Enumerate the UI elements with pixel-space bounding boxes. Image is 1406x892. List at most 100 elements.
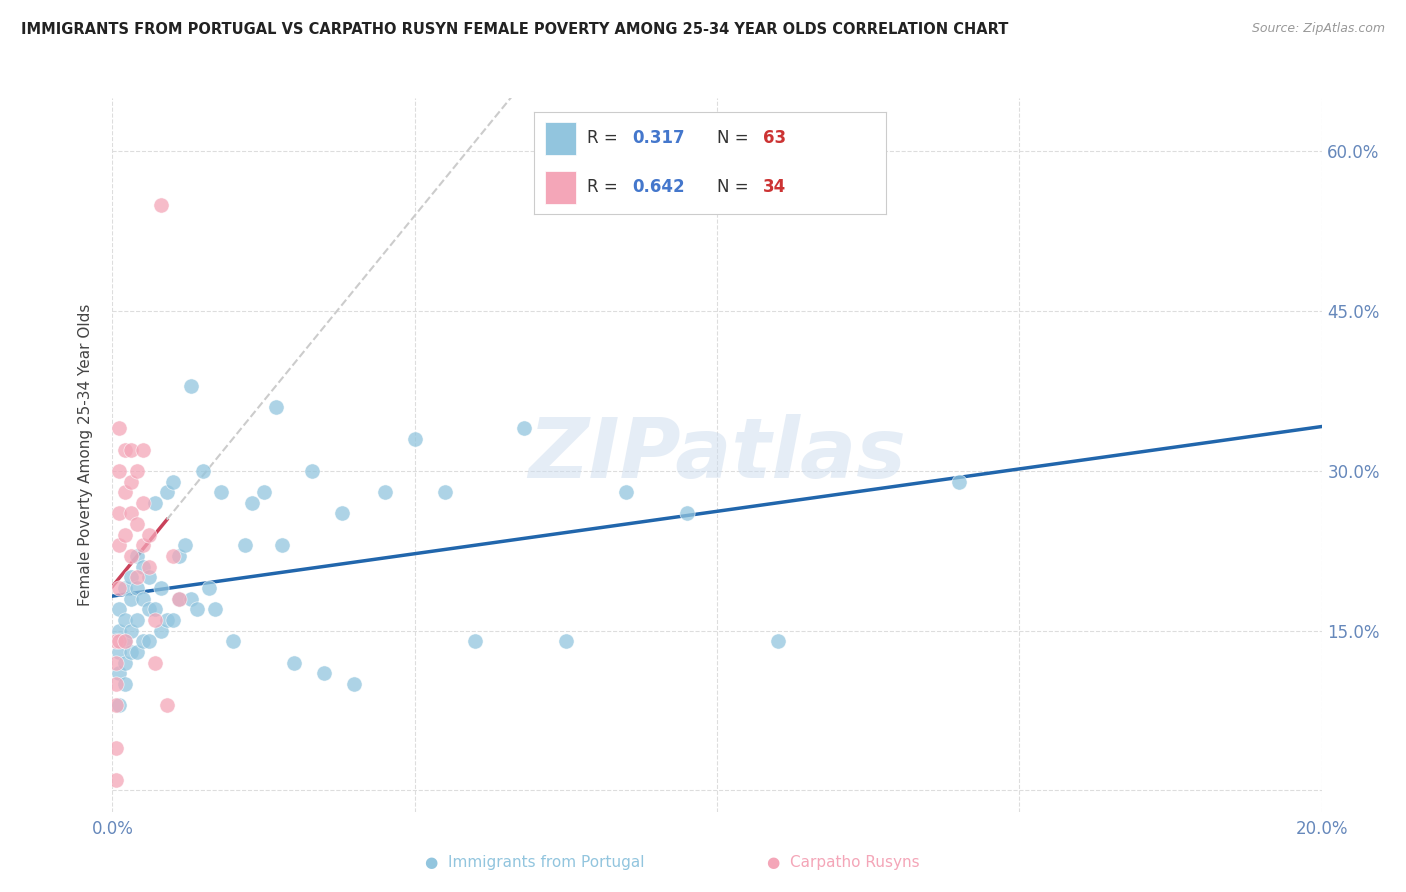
Point <box>143 613 166 627</box>
Point <box>107 538 129 552</box>
Point <box>114 634 136 648</box>
Point <box>120 507 142 521</box>
Point <box>120 591 142 606</box>
Point <box>114 613 136 627</box>
Point <box>162 475 184 489</box>
Point <box>104 772 127 787</box>
Point <box>114 581 136 595</box>
Point <box>120 570 142 584</box>
Point <box>948 475 970 489</box>
Point <box>156 485 179 500</box>
Point <box>107 581 129 595</box>
Point <box>138 528 160 542</box>
Point <box>143 656 166 670</box>
Point <box>675 507 697 521</box>
Point <box>104 677 127 691</box>
Point <box>270 538 292 552</box>
Point <box>104 740 127 755</box>
Point <box>240 496 263 510</box>
Point <box>464 634 486 648</box>
Point <box>114 634 136 648</box>
Point <box>120 475 142 489</box>
Bar <box>544 171 576 204</box>
Point <box>554 634 576 648</box>
Point <box>616 485 638 500</box>
Point <box>186 602 208 616</box>
Point <box>107 645 129 659</box>
Point <box>114 677 136 691</box>
Point <box>191 464 214 478</box>
Point <box>107 634 129 648</box>
Point <box>235 538 257 552</box>
Point <box>114 485 136 500</box>
Point <box>162 549 184 563</box>
Point <box>264 400 287 414</box>
Point <box>167 591 190 606</box>
Point <box>125 581 148 595</box>
Point <box>132 591 155 606</box>
Point <box>114 656 136 670</box>
Y-axis label: Female Poverty Among 25-34 Year Olds: Female Poverty Among 25-34 Year Olds <box>79 304 93 606</box>
Point <box>132 634 155 648</box>
Point <box>156 698 179 713</box>
Point <box>120 624 142 638</box>
Point <box>143 602 166 616</box>
Point <box>132 559 155 574</box>
Point <box>104 634 127 648</box>
Point <box>174 538 197 552</box>
Point <box>104 656 127 670</box>
Point <box>114 528 136 542</box>
Point <box>125 517 148 532</box>
Point <box>132 496 155 510</box>
Point <box>167 549 190 563</box>
Point <box>125 570 148 584</box>
Point <box>125 549 148 563</box>
Bar <box>544 122 576 154</box>
Text: R =: R = <box>588 178 623 196</box>
Text: N =: N = <box>717 129 754 147</box>
Point <box>125 464 148 478</box>
Point <box>330 507 353 521</box>
Point <box>149 197 172 211</box>
Point <box>107 666 129 681</box>
Text: R =: R = <box>588 129 623 147</box>
Point <box>107 507 129 521</box>
Point <box>125 645 148 659</box>
Point <box>180 378 202 392</box>
Point <box>149 624 172 638</box>
Point <box>149 581 172 595</box>
Point <box>512 421 534 435</box>
Point <box>138 602 160 616</box>
Point <box>374 485 396 500</box>
Point <box>125 613 148 627</box>
Text: IMMIGRANTS FROM PORTUGAL VS CARPATHO RUSYN FEMALE POVERTY AMONG 25-34 YEAR OLDS : IMMIGRANTS FROM PORTUGAL VS CARPATHO RUS… <box>21 22 1008 37</box>
Point <box>138 570 160 584</box>
Point <box>283 656 305 670</box>
Point <box>433 485 456 500</box>
Point <box>107 698 129 713</box>
Text: ZIPatlas: ZIPatlas <box>529 415 905 495</box>
Point <box>204 602 226 616</box>
Text: ●  Immigrants from Portugal: ● Immigrants from Portugal <box>425 855 644 870</box>
Text: N =: N = <box>717 178 754 196</box>
Point <box>120 645 142 659</box>
Point <box>138 634 160 648</box>
Point <box>253 485 276 500</box>
Point <box>314 666 336 681</box>
Point <box>156 613 179 627</box>
Text: 0.317: 0.317 <box>633 129 685 147</box>
Point <box>107 624 129 638</box>
Point <box>343 677 366 691</box>
Point <box>107 421 129 435</box>
Point <box>209 485 232 500</box>
Text: 34: 34 <box>762 178 786 196</box>
Point <box>132 442 155 457</box>
Point <box>162 613 184 627</box>
Point <box>107 602 129 616</box>
Text: 0.642: 0.642 <box>633 178 685 196</box>
Point <box>766 634 789 648</box>
Point <box>114 442 136 457</box>
Text: 63: 63 <box>762 129 786 147</box>
Text: ●  Carpatho Rusyns: ● Carpatho Rusyns <box>768 855 920 870</box>
Point <box>120 549 142 563</box>
